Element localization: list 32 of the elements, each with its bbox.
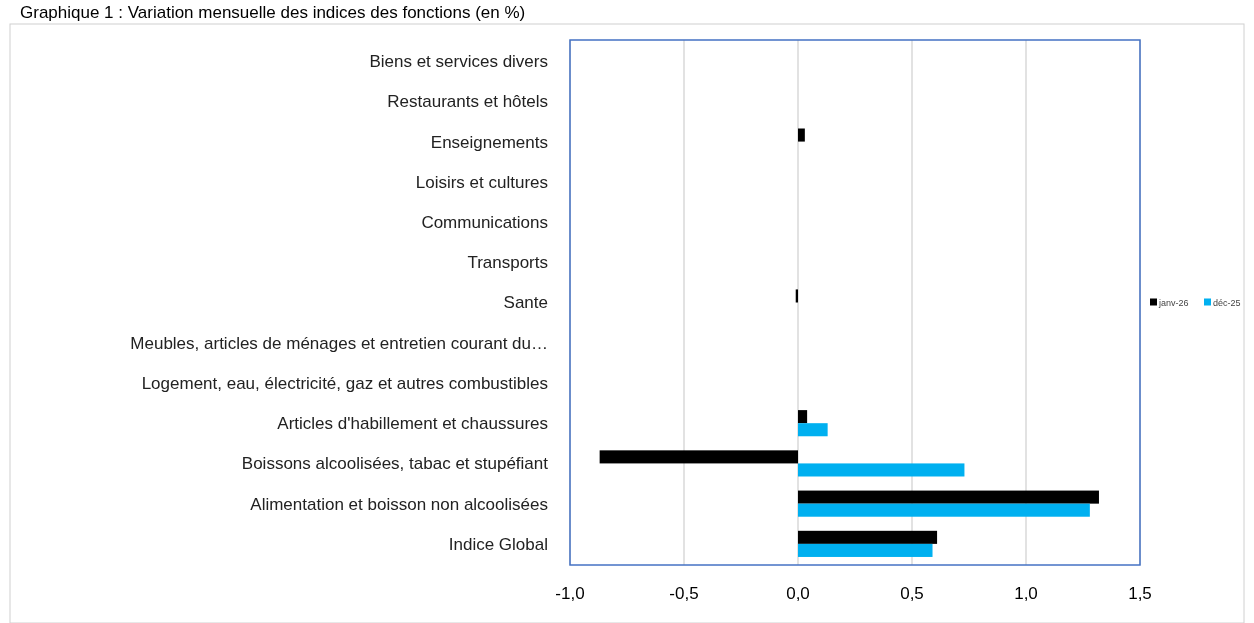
y-tick-label: Sante <box>503 293 548 313</box>
x-tick-label: 0,0 <box>786 584 810 603</box>
y-tick-label: Biens et services divers <box>369 52 548 72</box>
y-tick-label: Meubles, articles de ménages et entretien courant du… <box>130 333 548 353</box>
legend-label: janv-26 <box>1158 297 1189 308</box>
bar <box>795 289 798 303</box>
x-tick-label: 1,5 <box>1128 584 1152 603</box>
bar <box>798 543 933 557</box>
y-tick-label: Restaurants et hôtels <box>387 92 548 112</box>
legend-label: déc-25 <box>1213 297 1241 308</box>
y-tick-label: Indice Global <box>448 534 548 554</box>
bar <box>798 503 1090 517</box>
y-tick-label: Boissons alcoolisées, tabac et stupéfiant <box>241 454 549 474</box>
bar <box>798 463 965 477</box>
y-tick-label: Logement, eau, électricité, gaz et autres combustibles <box>141 373 548 393</box>
y-tick-label: Articles d'habillement et chaussures <box>277 414 548 434</box>
bar <box>798 490 1099 504</box>
x-tick-label: 0,5 <box>900 584 924 603</box>
y-tick-label: Alimentation et boisson non alcoolisées <box>250 494 548 514</box>
x-tick-label: -1,0 <box>555 584 585 603</box>
x-tick-label: 1,0 <box>1014 584 1038 603</box>
y-tick-label: Enseignements <box>430 132 548 152</box>
x-tick-label: -0,5 <box>669 584 699 603</box>
y-tick-label: Communications <box>421 212 548 232</box>
bar <box>599 450 798 464</box>
y-tick-label: Transports <box>467 253 548 273</box>
bar <box>798 423 828 437</box>
bar <box>798 128 805 142</box>
y-tick-label: Loisirs et cultures <box>415 172 548 192</box>
bar <box>798 530 938 544</box>
text: Graphique 1 : Variation mensuelle des indices des fonctions (en %) <box>20 3 526 22</box>
bar <box>798 410 808 424</box>
